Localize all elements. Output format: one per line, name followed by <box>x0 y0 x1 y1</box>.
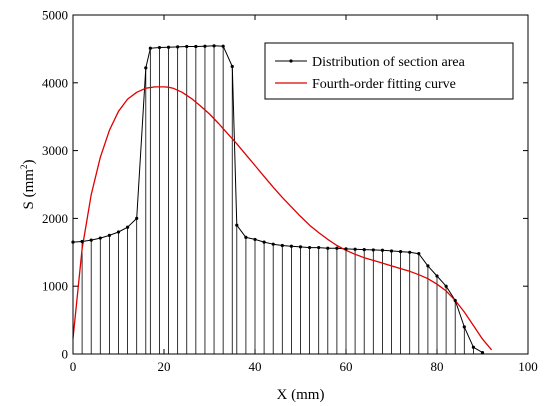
data-point <box>326 246 330 250</box>
y-tick-label-3000: 3000 <box>42 143 68 158</box>
x-tick-label-40: 40 <box>249 359 262 374</box>
x-tick-label-60: 60 <box>340 359 353 374</box>
legend-marker-section-area <box>289 59 293 63</box>
data-point <box>244 235 248 239</box>
data-point <box>380 248 384 252</box>
data-point <box>417 252 421 256</box>
data-point <box>262 240 266 244</box>
data-point <box>176 45 180 49</box>
data-point <box>185 44 189 49</box>
data-point <box>235 223 239 227</box>
y-tick-label-5000: 5000 <box>42 8 68 23</box>
data-point <box>203 44 207 48</box>
drop-lines <box>72 45 483 354</box>
y-tick-label-4000: 4000 <box>42 75 68 90</box>
data-point <box>135 216 139 220</box>
y-axis-label-main: S (mm <box>21 169 37 210</box>
y-tick-label-0: 0 <box>62 347 69 362</box>
x-axis-label: X (mm) <box>277 387 325 403</box>
y-axis-label-superscript: 2 <box>19 165 29 170</box>
axis-ticks <box>72 14 529 355</box>
markers-layer <box>71 44 485 355</box>
data-point <box>166 45 171 49</box>
data-point <box>289 244 293 248</box>
data-point <box>126 225 130 229</box>
data-point <box>462 325 466 329</box>
data-point <box>408 250 412 254</box>
data-point <box>344 247 348 251</box>
legend-label-fitting-curve: Fourth-order fitting curve <box>312 77 456 92</box>
data-point <box>89 238 93 242</box>
data-point <box>399 250 403 254</box>
legend: Distribution of section area Fourth-orde… <box>264 42 514 100</box>
data-point <box>107 233 111 237</box>
data-point <box>194 44 198 49</box>
data-point <box>253 237 257 242</box>
data-point <box>212 44 216 48</box>
data-point <box>353 247 357 251</box>
data-point <box>280 243 284 248</box>
data-point <box>308 245 312 250</box>
data-point <box>230 64 234 69</box>
plot-area-frame <box>72 14 529 355</box>
data-point <box>435 274 439 278</box>
x-tick-label-100: 100 <box>518 359 538 374</box>
series-line-1 <box>72 86 493 351</box>
data-point <box>80 239 84 244</box>
y-tick-label-2000: 2000 <box>42 211 68 226</box>
data-point <box>444 284 448 288</box>
data-point <box>471 345 475 349</box>
data-point <box>157 45 162 50</box>
legend-label-section-area: Distribution of section area <box>312 55 466 70</box>
data-point <box>362 247 366 252</box>
data-point <box>298 245 303 249</box>
y-tick-label-1000: 1000 <box>42 279 68 294</box>
data-point <box>221 44 225 48</box>
x-tick-label-0: 0 <box>70 359 77 374</box>
data-point <box>144 66 148 70</box>
legend-box <box>264 42 514 100</box>
data-point <box>426 264 430 268</box>
data-point <box>389 249 394 253</box>
data-point <box>480 351 485 355</box>
x-tick-label-80: 80 <box>431 359 444 374</box>
data-point <box>148 46 152 50</box>
y-axis-label: S (mm2) <box>19 160 37 210</box>
data-point <box>271 242 275 246</box>
y-axis-label-close: ) <box>21 160 37 165</box>
data-point <box>317 245 321 250</box>
data-point <box>453 298 457 303</box>
data-point <box>335 246 339 250</box>
data-point <box>98 236 102 240</box>
data-point <box>371 248 375 252</box>
x-tick-label-20: 20 <box>158 359 171 374</box>
data-point <box>116 230 121 234</box>
